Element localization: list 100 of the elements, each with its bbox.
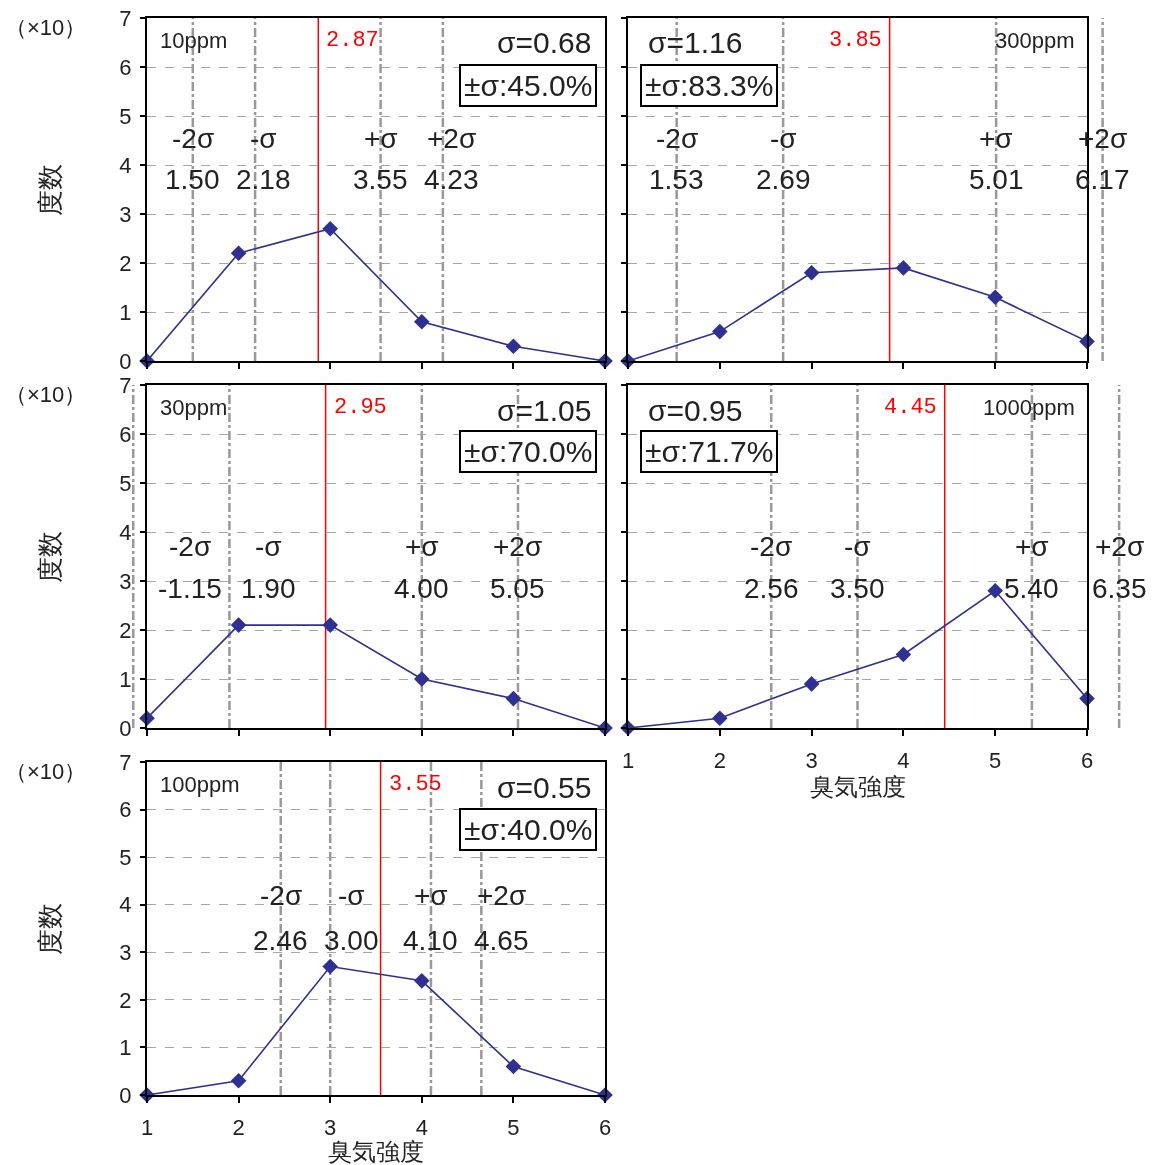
point xyxy=(322,617,338,633)
y-tick-label: 3 xyxy=(119,939,132,965)
annotation: +σ xyxy=(1015,531,1049,562)
annotation: -1.15 xyxy=(158,573,222,604)
annotation: 6.35 xyxy=(1092,573,1147,604)
ref-line-label: 3.55 xyxy=(389,772,442,797)
x-tick-label: 4 xyxy=(415,1115,428,1141)
x-tick-label: 6 xyxy=(598,1115,612,1141)
point xyxy=(230,1072,247,1089)
annotation: 5.40 xyxy=(1004,573,1059,604)
annotation: +2σ xyxy=(1095,531,1145,562)
annotation: ±σ:83.3% xyxy=(645,69,774,102)
annotation: +σ xyxy=(405,531,439,562)
y-tick-label: 7 xyxy=(119,749,132,775)
y-tick-label: 3 xyxy=(119,568,132,594)
annotation: 3.50 xyxy=(830,573,885,604)
x-axis-title: 臭気強度 xyxy=(809,773,906,801)
y-tick-label: 0 xyxy=(119,348,132,374)
point xyxy=(505,690,522,707)
text: （×10） xyxy=(5,382,87,407)
annotation: ±σ:45.0% xyxy=(464,69,593,102)
text: （×10） xyxy=(5,759,87,784)
point xyxy=(505,338,522,355)
point xyxy=(505,1058,522,1075)
annotation: 4.23 xyxy=(424,164,479,195)
text: 30ppm xyxy=(160,395,228,420)
point xyxy=(712,710,728,726)
x-tick-label: 3 xyxy=(324,1115,337,1141)
annotation: -2σ xyxy=(750,531,793,562)
x-tick-label: 1 xyxy=(140,1115,154,1141)
y-tick-label: 0 xyxy=(119,1082,132,1108)
annotation: 3.00 xyxy=(324,925,379,956)
y-axis-title: 度数 xyxy=(35,902,66,955)
annotation: σ=1.16 xyxy=(648,26,743,59)
annotation: +σ xyxy=(979,123,1013,154)
y-tick-label: 1 xyxy=(119,299,132,325)
ref-line-label: 2.95 xyxy=(334,395,387,420)
x-tick-label: 5 xyxy=(507,1115,520,1141)
x-tick-label: 2 xyxy=(713,748,726,774)
annotation: 2.56 xyxy=(744,573,799,604)
annotation: -σ xyxy=(255,531,282,562)
annotation: ±σ:71.7% xyxy=(645,435,774,468)
annotation: -σ xyxy=(338,880,365,911)
y-tick-label: 7 xyxy=(119,5,132,31)
annotation: 1.53 xyxy=(649,164,704,195)
point xyxy=(230,617,247,633)
annotation: +2σ xyxy=(493,531,543,562)
annotation: 4.10 xyxy=(403,925,458,956)
annotation: 5.05 xyxy=(490,573,545,604)
x-tick-label: 3 xyxy=(805,748,818,774)
annotation: +2σ xyxy=(427,123,477,154)
annotation: 1.50 xyxy=(165,164,220,195)
annotation: 1.90 xyxy=(241,573,296,604)
annotation: σ=0.55 xyxy=(497,771,592,804)
annotation: 2.18 xyxy=(236,164,291,195)
annotation: +σ xyxy=(414,880,448,911)
point xyxy=(895,260,912,276)
annotation: 3.55 xyxy=(353,164,408,195)
y-tick-label: 6 xyxy=(119,797,132,823)
ref-line-label: 4.45 xyxy=(884,395,937,420)
point xyxy=(414,973,430,989)
annotation: 4.00 xyxy=(394,573,449,604)
text: 100ppm xyxy=(160,772,240,797)
annotation: -2σ xyxy=(172,123,215,154)
y-tick-label: 6 xyxy=(119,54,132,80)
annotation: -2σ xyxy=(260,880,303,911)
y-axis-title: 度数 xyxy=(35,530,66,583)
annotation: σ=0.68 xyxy=(497,26,592,59)
annotation: ±σ:70.0% xyxy=(464,435,593,468)
y-axis-title: 度数 xyxy=(35,163,66,216)
point xyxy=(987,289,1003,306)
y-tick-label: 5 xyxy=(119,103,132,129)
annotation: -σ xyxy=(844,531,871,562)
ref-line-label: 2.87 xyxy=(326,28,379,53)
y-tick-label: 5 xyxy=(119,470,132,496)
annotation: -σ xyxy=(250,123,277,154)
y-tick-label: 1 xyxy=(119,1035,132,1061)
text: 300ppm xyxy=(995,28,1075,53)
y-tick-label: 2 xyxy=(119,987,132,1013)
annotation: 2.69 xyxy=(756,164,811,195)
y-tick-label: 0 xyxy=(119,715,132,741)
point xyxy=(803,676,820,692)
y-tick-label: 5 xyxy=(119,844,132,870)
y-tick-label: 3 xyxy=(119,201,132,227)
point xyxy=(322,220,338,237)
text: 10ppm xyxy=(160,28,228,53)
y-tick-label: 2 xyxy=(119,617,132,643)
point xyxy=(987,583,1003,599)
text: 1000ppm xyxy=(983,395,1075,420)
point xyxy=(322,958,338,975)
x-tick-label: 5 xyxy=(989,748,1002,774)
y-tick-label: 4 xyxy=(119,892,132,918)
y-tick-label: 1 xyxy=(119,666,132,692)
text: （×10） xyxy=(5,15,87,40)
annotation: -σ xyxy=(770,123,797,154)
y-tick-label: 2 xyxy=(119,250,132,276)
annotation: -2σ xyxy=(656,123,699,154)
y-tick-label: 7 xyxy=(119,372,132,398)
x-tick-label: 4 xyxy=(897,748,910,774)
x-axis-title: 臭気強度 xyxy=(328,1138,424,1165)
